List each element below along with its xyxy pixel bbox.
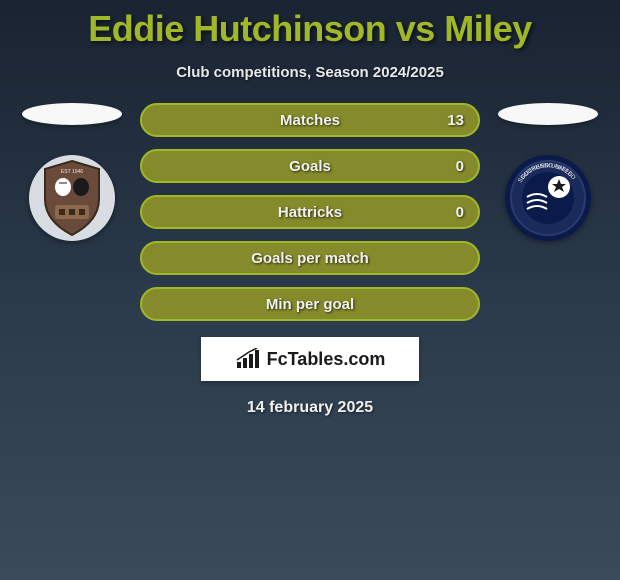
stat-value: 0 bbox=[456, 158, 464, 175]
date-text: 14 february 2025 bbox=[0, 399, 620, 417]
stat-bar-hattricks: Hattricks 0 bbox=[140, 195, 480, 229]
stat-bar-goals-per-match: Goals per match bbox=[140, 241, 480, 275]
stat-label: Goals per match bbox=[251, 250, 369, 267]
stat-value: 13 bbox=[447, 112, 464, 129]
content-row: EST 1946 Matches 13 Goals 0 Hattricks 0 … bbox=[0, 103, 620, 321]
club-crest-icon: SOUTHEND UNITED SOUTHEND UNITED bbox=[509, 159, 587, 237]
stat-bars: Matches 13 Goals 0 Hattricks 0 Goals per… bbox=[140, 103, 480, 321]
stat-label: Min per goal bbox=[266, 296, 354, 313]
left-oval bbox=[22, 103, 122, 125]
left-club-badge: EST 1946 bbox=[29, 155, 115, 241]
right-column: SOUTHEND UNITED SOUTHEND UNITED bbox=[498, 103, 598, 241]
stat-bar-goals: Goals 0 bbox=[140, 149, 480, 183]
stat-label: Goals bbox=[289, 158, 331, 175]
fctables-logo: FcTables.com bbox=[201, 337, 419, 381]
stat-bar-min-per-goal: Min per goal bbox=[140, 287, 480, 321]
stat-bar-matches: Matches 13 bbox=[140, 103, 480, 137]
left-column: EST 1946 bbox=[22, 103, 122, 241]
stat-label: Hattricks bbox=[278, 204, 342, 221]
bars-chart-icon bbox=[235, 348, 261, 370]
right-club-badge: SOUTHEND UNITED SOUTHEND UNITED bbox=[505, 155, 591, 241]
stat-value: 0 bbox=[456, 204, 464, 221]
logo-text: FcTables.com bbox=[267, 349, 386, 370]
shield-icon: EST 1946 bbox=[37, 159, 107, 237]
right-oval bbox=[498, 103, 598, 125]
page-title: Eddie Hutchinson vs Miley bbox=[0, 0, 620, 50]
stat-label: Matches bbox=[280, 112, 340, 129]
subtitle: Club competitions, Season 2024/2025 bbox=[0, 64, 620, 81]
svg-text:EST 1946: EST 1946 bbox=[61, 169, 83, 175]
